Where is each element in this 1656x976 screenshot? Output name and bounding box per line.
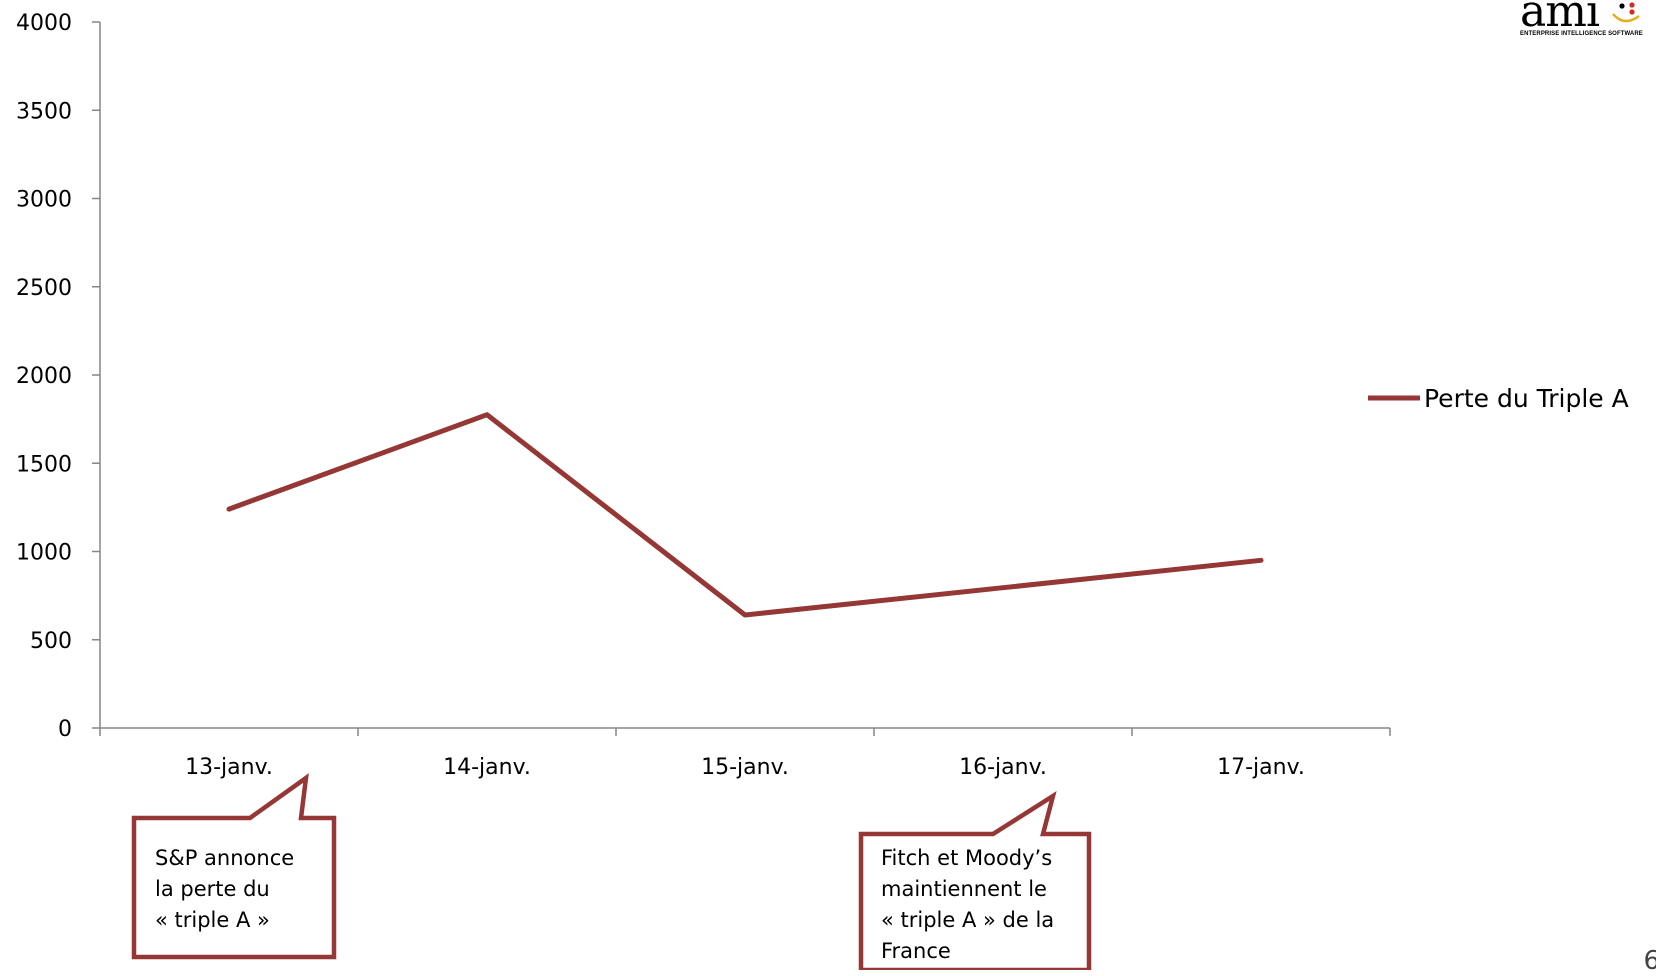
- series-layer: [229, 415, 1261, 615]
- page-number: 6: [1643, 946, 1656, 976]
- y-tick-label: 3000: [16, 188, 72, 213]
- ami-logo: ami ENTERPRISE INTELLIGENCE SOFTWARE: [1520, 0, 1650, 40]
- y-tick-label: 1500: [16, 452, 72, 477]
- x-tick-label: 14-janv.: [443, 755, 531, 780]
- legend-label: Perte du Triple A: [1424, 384, 1629, 413]
- y-tick-label: 4000: [16, 11, 72, 36]
- y-tick-label: 2000: [16, 364, 72, 389]
- x-tick-label: 16-janv.: [959, 755, 1047, 780]
- y-tick-label: 500: [30, 629, 72, 654]
- legend: Perte du Triple A: [1368, 384, 1629, 413]
- logo-smiley-icon: [1608, 0, 1648, 30]
- y-tick-label: 0: [58, 717, 72, 742]
- logo-tagline: ENTERPRISE INTELLIGENCE SOFTWARE: [1520, 31, 1643, 37]
- chart-axes: [92, 22, 1390, 736]
- y-axis-tick-labels: 0 500 1000 1500 2000 2500 3000 3500 4000: [16, 11, 72, 742]
- y-tick-label: 2500: [16, 276, 72, 301]
- y-tick-label: 3500: [16, 99, 72, 124]
- x-tick-label: 17-janv.: [1217, 755, 1305, 780]
- x-axis-tick-labels: 13-janv. 14-janv. 15-janv. 16-janv. 17-janv.: [185, 755, 1305, 780]
- x-tick-label: 13-janv.: [185, 755, 273, 780]
- series-line: [229, 415, 1261, 615]
- y-tick-label: 1000: [16, 541, 72, 566]
- x-tick-label: 15-janv.: [701, 755, 789, 780]
- logo-wordmark: ami: [1520, 0, 1599, 34]
- callout-fitch-moodys-text: Fitch et Moody’s maintiennent le « tripl…: [881, 843, 1069, 967]
- callout-sp-text: S&P annonce la perte du « triple A »: [155, 843, 315, 936]
